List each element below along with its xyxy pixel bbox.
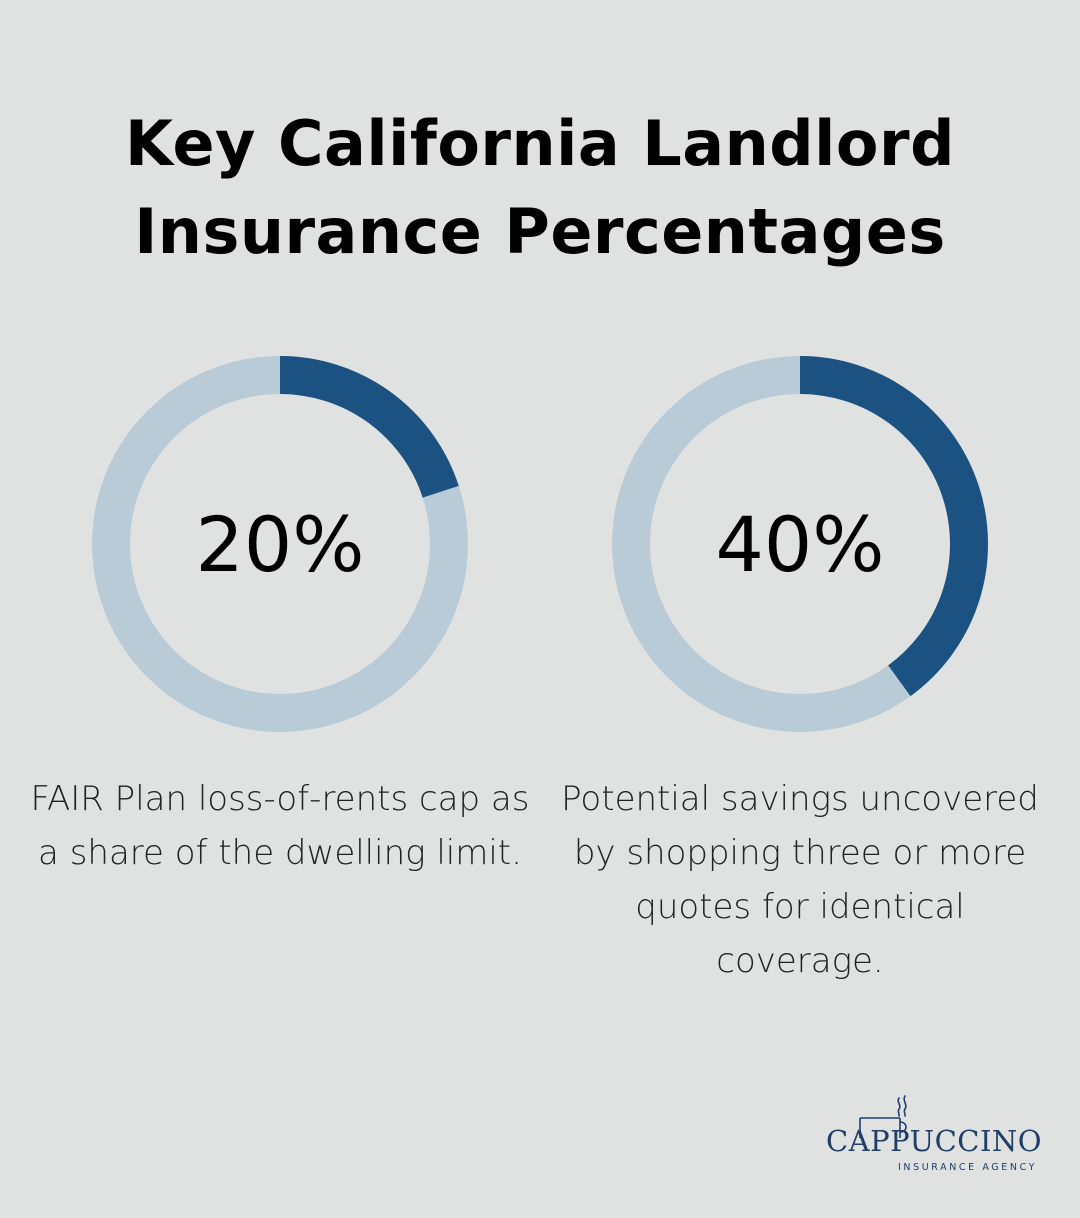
donut-description-quote-savings: Potential savings uncovered by shopping … xyxy=(561,779,1039,981)
logo-tagline: INSURANCE AGENCY xyxy=(898,1162,1038,1173)
donut-chart-svg xyxy=(92,356,468,732)
donut-chart-svg xyxy=(612,356,988,732)
donut-chart-quote-savings: 40% xyxy=(610,354,990,734)
donut-value-label: 40% xyxy=(715,499,885,589)
company-logo: CAPPUCCINO INSURANCE AGENCY xyxy=(826,1094,1046,1184)
donut-value-label: 20% xyxy=(195,499,365,589)
page-title-line-1: Key California Landlord xyxy=(125,107,955,180)
page-title: Key California Landlord Insurance Percen… xyxy=(0,100,1080,276)
donut-value-arc xyxy=(279,356,459,499)
donut-description-loss-of-rents: FAIR Plan loss-of-rents cap as a share o… xyxy=(30,779,530,873)
coffee-cup-icon xyxy=(859,1095,907,1138)
logo-brand-name: CAPPUCCINO xyxy=(826,1124,1043,1158)
donut-chart-loss-of-rents: 20% xyxy=(90,354,470,734)
page-title-line-2: Insurance Percentages xyxy=(134,195,946,268)
donut-value-arc xyxy=(799,356,988,697)
